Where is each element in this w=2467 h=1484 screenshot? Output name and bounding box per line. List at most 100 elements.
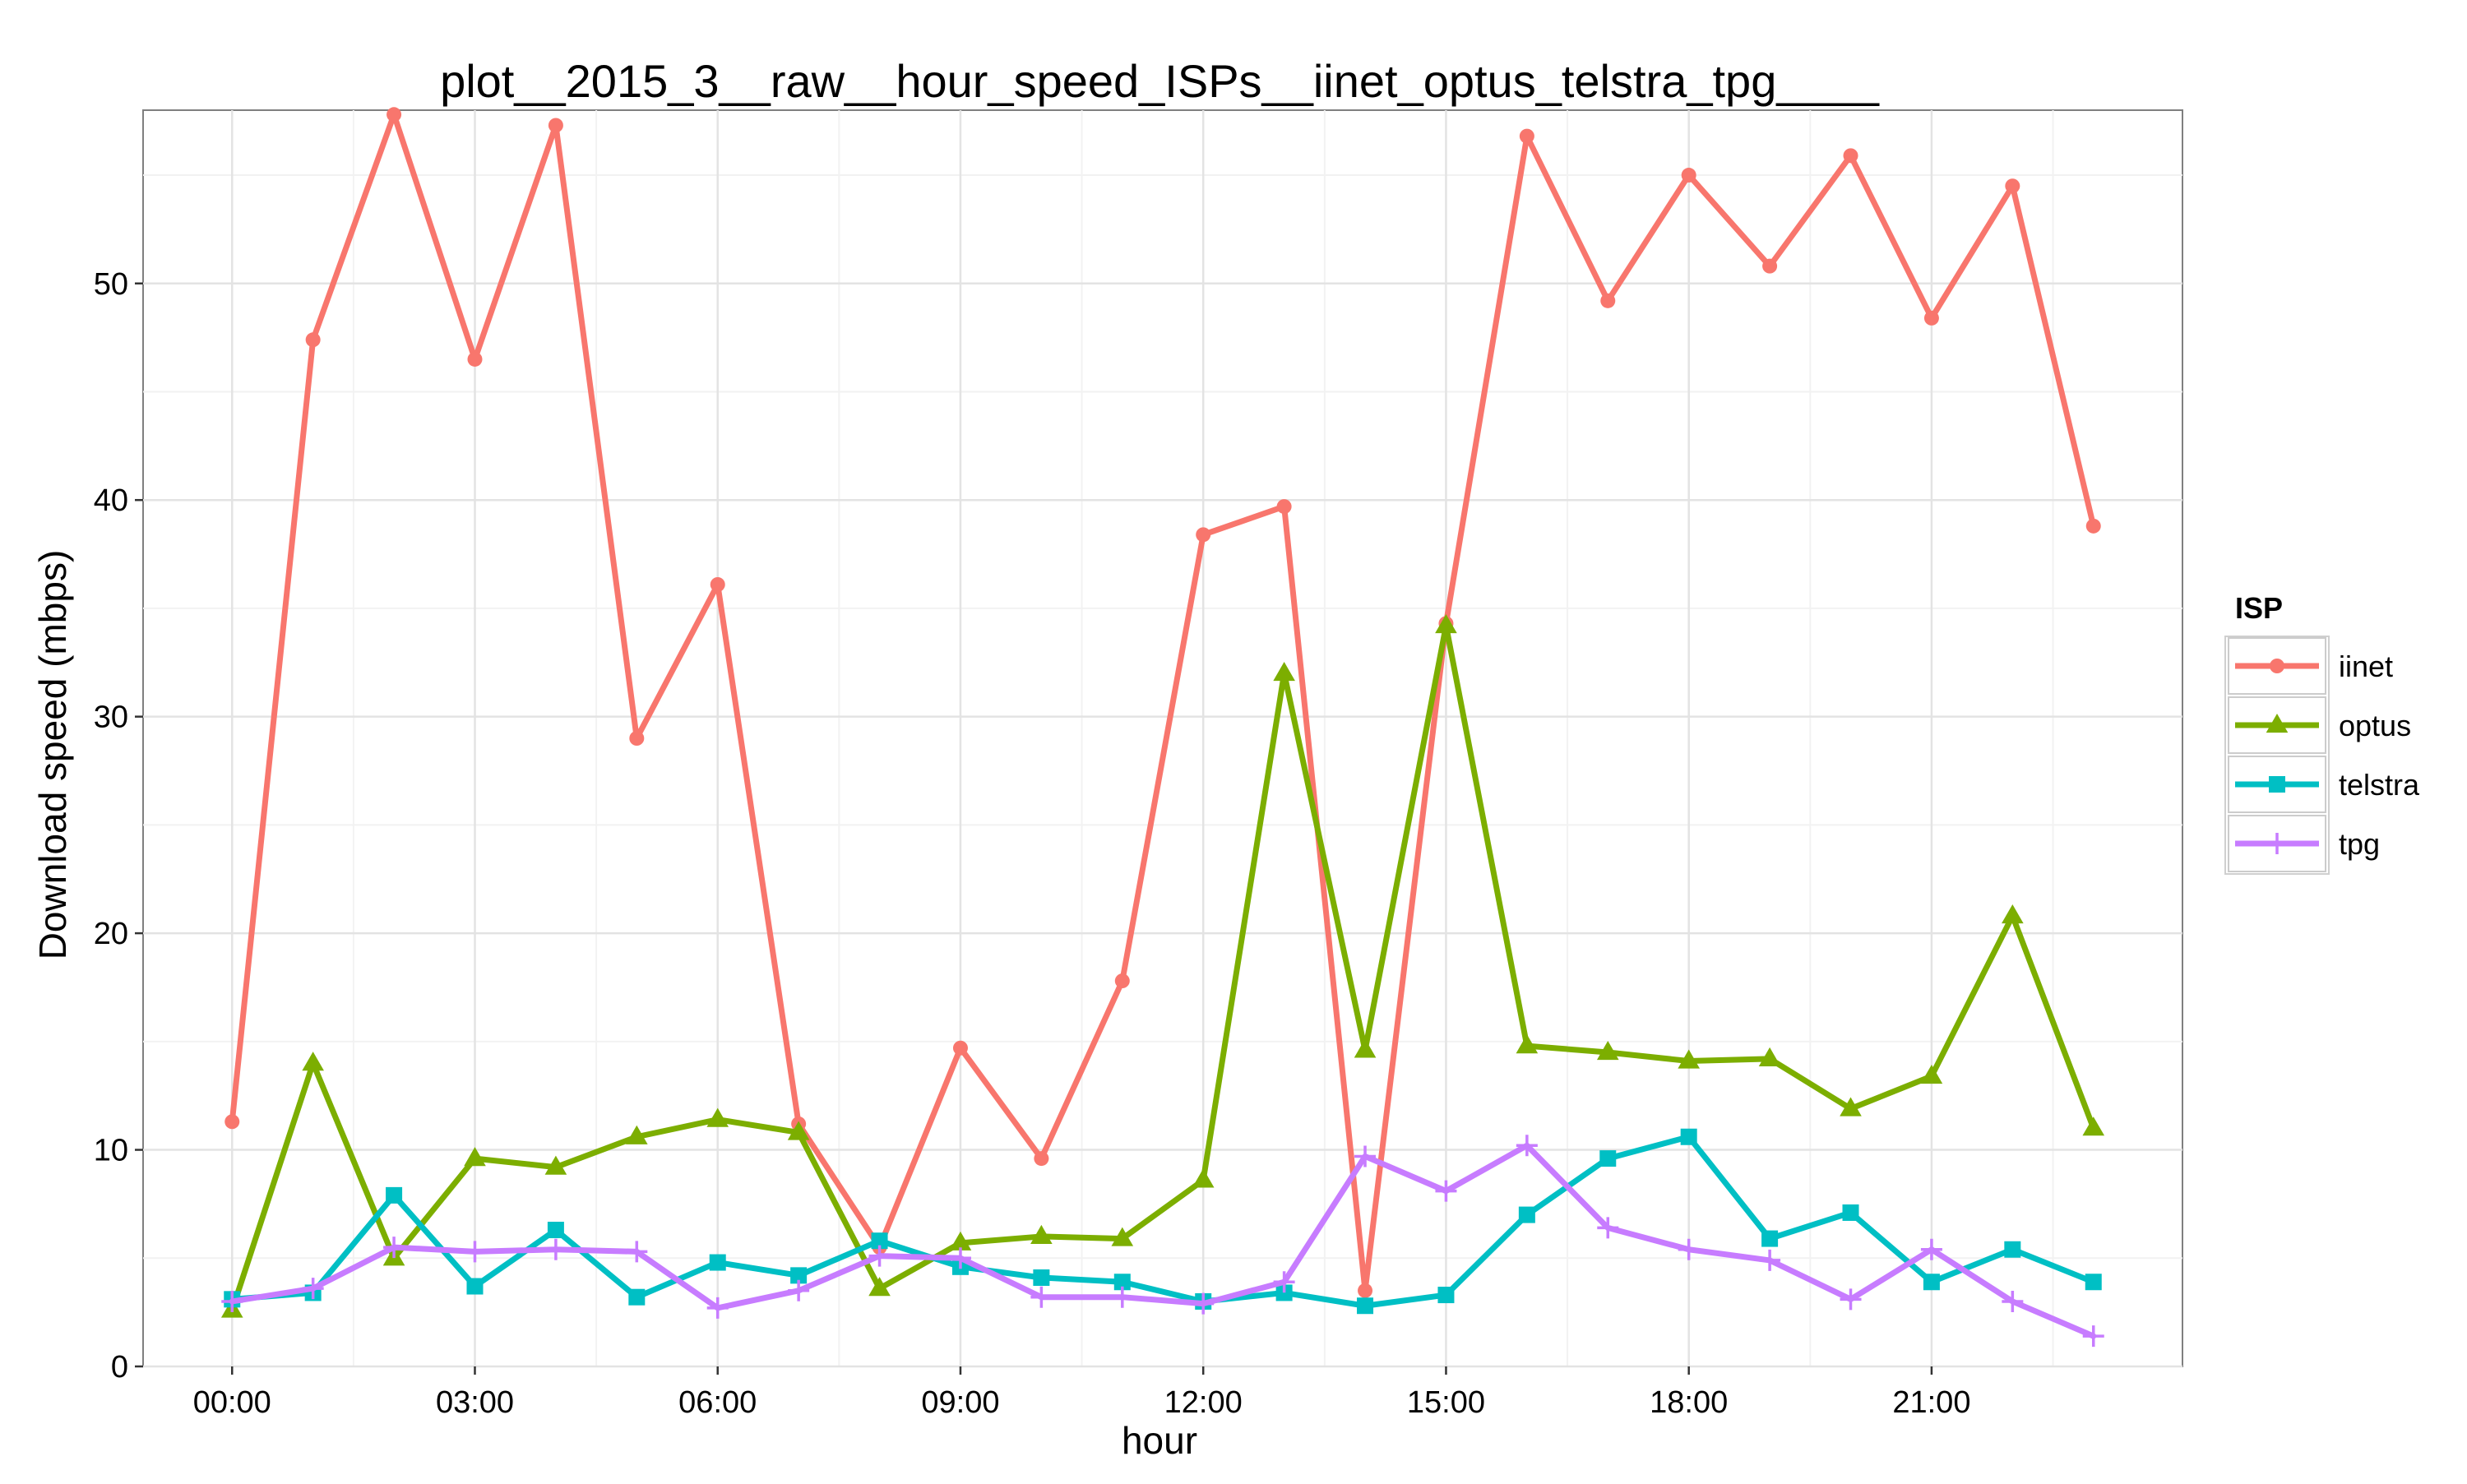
series-line-tpg: [229, 1142, 2097, 1339]
data-point-optus: [302, 1052, 324, 1071]
legend-key-marker: [2266, 714, 2289, 733]
data-point-telstra: [1357, 1297, 1374, 1315]
data-point-tpg: [302, 1278, 324, 1300]
legend-label: tpg: [2339, 827, 2380, 861]
data-point-iinet: [305, 332, 321, 348]
x-tick-label: 06:00: [678, 1385, 757, 1420]
y-axis-title: Download speed (mbps): [31, 550, 74, 960]
series-telstra: [224, 1128, 2102, 1315]
chart-title: plot__2015_3__raw__hour_speed_ISPs__iine…: [440, 55, 1880, 107]
data-point-telstra: [1033, 1269, 1050, 1286]
data-point-optus: [1192, 1168, 1215, 1188]
data-point-telstra: [1113, 1274, 1131, 1291]
data-point-telstra: [871, 1232, 888, 1250]
data-point-iinet: [548, 118, 563, 133]
data-point-tpg: [868, 1245, 891, 1267]
data-point-iinet: [1034, 1151, 1049, 1167]
data-point-iinet: [2085, 518, 2101, 534]
data-point-optus: [2002, 904, 2024, 924]
y-tick-label: 20: [94, 917, 128, 951]
data-series: [220, 107, 2105, 1348]
data-point-iinet: [467, 351, 483, 367]
data-point-tpg: [1840, 1288, 1862, 1311]
data-point-tpg: [1678, 1238, 1700, 1260]
data-point-telstra: [709, 1254, 726, 1271]
x-tick-label: 03:00: [436, 1385, 514, 1420]
data-point-tpg: [1354, 1145, 1377, 1167]
data-point-iinet: [1843, 148, 1858, 164]
legend-item-iinet: iinet: [2228, 637, 2393, 695]
data-point-iinet: [952, 1040, 968, 1056]
data-point-telstra: [386, 1186, 403, 1204]
legend-label: iinet: [2339, 650, 2393, 683]
data-point-iinet: [1519, 128, 1534, 144]
data-point-optus: [626, 1125, 648, 1144]
data-point-optus: [1758, 1047, 1781, 1067]
data-point-telstra: [1680, 1128, 1697, 1145]
data-point-tpg: [221, 1290, 243, 1312]
data-point-iinet: [1196, 527, 1211, 543]
data-point-optus: [1111, 1227, 1134, 1246]
data-point-tpg: [1192, 1292, 1215, 1315]
y-tick-label: 0: [111, 1350, 128, 1385]
x-tick-label: 12:00: [1164, 1385, 1243, 1420]
series-line-optus: [229, 622, 2097, 1314]
data-point-optus: [464, 1147, 486, 1167]
data-point-tpg: [626, 1241, 648, 1263]
data-point-tpg: [1920, 1238, 1942, 1260]
data-point-optus: [2082, 1116, 2105, 1136]
x-tick-label: 21:00: [1892, 1385, 1970, 1420]
legend-item-telstra: telstra: [2228, 756, 2420, 813]
data-point-iinet: [629, 731, 645, 746]
data-point-optus: [1596, 1041, 1619, 1061]
x-tick-label: 15:00: [1407, 1385, 1485, 1420]
data-point-telstra: [790, 1267, 808, 1284]
data-point-optus: [1435, 614, 1457, 634]
data-point-optus: [1920, 1064, 1943, 1084]
data-point-tpg: [1111, 1286, 1133, 1308]
data-point-optus: [949, 1231, 972, 1251]
data-point-telstra: [1275, 1284, 1293, 1301]
series-tpg: [221, 1135, 2104, 1348]
data-point-optus: [1030, 1224, 1053, 1245]
legend-item-tpg: tpg: [2228, 815, 2380, 872]
data-point-tpg: [2082, 1325, 2104, 1348]
data-point-iinet: [710, 576, 725, 592]
data-point-iinet: [1762, 258, 1778, 274]
data-point-tpg: [383, 1237, 405, 1259]
legend-title: ISP: [2235, 591, 2283, 625]
x-tick-label: 18:00: [1650, 1385, 1728, 1420]
data-point-iinet: [1114, 973, 1130, 989]
data-point-iinet: [224, 1114, 240, 1130]
series-line-telstra: [229, 1134, 2097, 1309]
legend-key-marker: [2266, 833, 2288, 854]
legend: ISP iinet optus telstra tpg: [2224, 591, 2420, 875]
x-tick-label: 00:00: [193, 1385, 271, 1420]
data-point-tpg: [1516, 1135, 1538, 1157]
x-tick-label: 09:00: [921, 1385, 999, 1420]
data-point-optus: [1678, 1049, 1700, 1069]
data-point-optus: [544, 1155, 567, 1175]
data-point-tpg: [949, 1247, 971, 1269]
data-point-telstra: [1923, 1274, 1940, 1291]
data-point-telstra: [628, 1288, 646, 1306]
data-point-telstra: [547, 1222, 564, 1239]
data-point-tpg: [1273, 1271, 1295, 1293]
data-point-telstra: [2004, 1241, 2021, 1258]
legend-key-marker: [2269, 776, 2285, 793]
data-point-tpg: [464, 1241, 486, 1263]
data-point-iinet: [1923, 310, 1939, 326]
y-tick-label: 10: [94, 1134, 128, 1168]
data-point-optus: [1840, 1097, 1862, 1116]
y-tick-label: 40: [94, 483, 128, 518]
legend-key-marker: [2270, 659, 2284, 673]
y-tick-label: 50: [94, 267, 128, 302]
data-point-iinet: [1358, 1283, 1373, 1298]
data-point-telstra: [1842, 1204, 1859, 1221]
data-point-telstra: [1599, 1150, 1617, 1167]
series-iinet: [224, 107, 2101, 1298]
data-point-tpg: [1030, 1286, 1053, 1308]
data-point-optus: [1516, 1034, 1539, 1054]
